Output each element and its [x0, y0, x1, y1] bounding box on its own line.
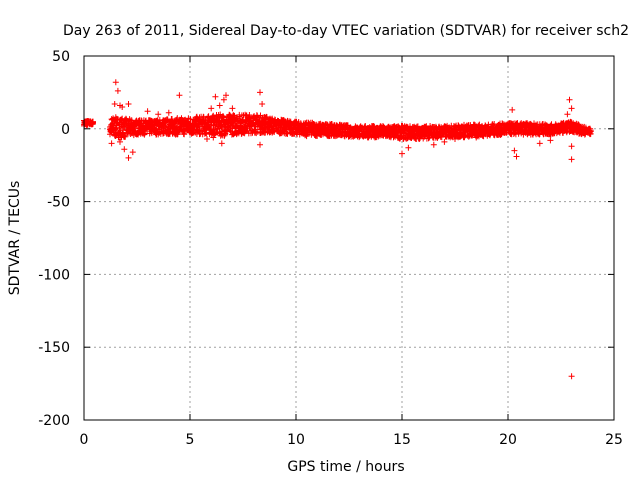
x-tick-label: 10 [287, 432, 305, 448]
y-axis-label: SDTVAR / TECUs [7, 181, 23, 296]
data-points-plus-markers [81, 79, 594, 380]
data-layer [81, 79, 594, 380]
y-tick-label: -150 [38, 340, 70, 356]
x-axis-label: GPS time / hours [287, 459, 404, 475]
x-tick-label: 25 [605, 432, 623, 448]
chart-title: Day 263 of 2011, Sidereal Day-to-day VTE… [63, 23, 629, 39]
x-tick-label: 15 [393, 432, 411, 448]
x-tick-label: 5 [186, 432, 195, 448]
x-tick-label: 20 [499, 432, 517, 448]
y-tick-label: -50 [47, 195, 70, 211]
plot-frame [83, 55, 615, 421]
y-tick-label: -100 [38, 267, 70, 283]
y-tick-label: 0 [61, 122, 70, 138]
x-tick-label: 0 [80, 432, 89, 448]
y-tick-label: -200 [38, 413, 70, 429]
axis-layer: 0 5 10 15 20 25 -200 -150 -100 -50 0 50 [38, 49, 623, 448]
grid-layer [84, 56, 614, 420]
y-tick-label: 50 [52, 49, 70, 65]
